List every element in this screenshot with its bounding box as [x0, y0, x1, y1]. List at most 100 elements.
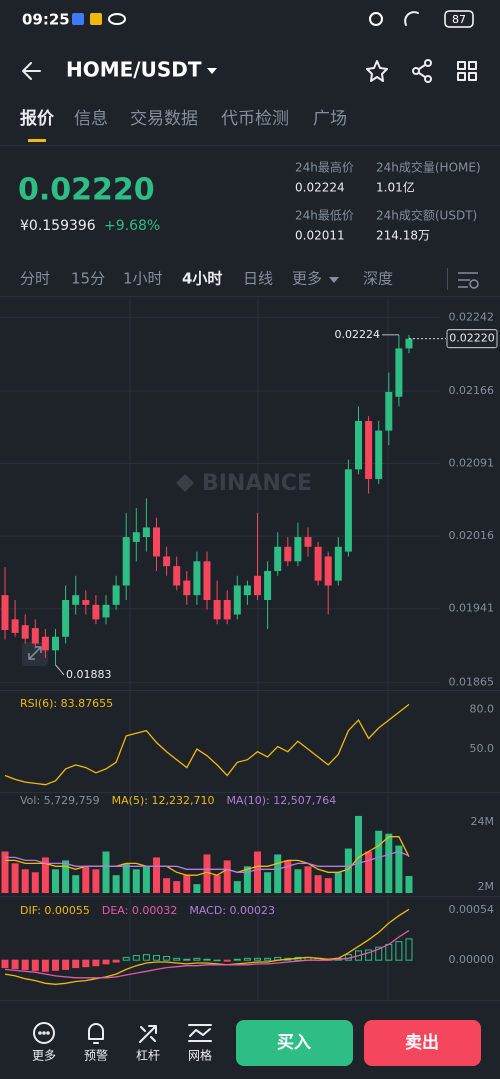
sell-label[interactable]: 卖出	[405, 1032, 439, 1053]
tab[interactable]: 信息	[74, 109, 108, 129]
interval[interactable]: 分时	[20, 270, 50, 288]
candle-body	[314, 546, 322, 581]
low-pointer	[55, 664, 65, 676]
volume-bar	[334, 872, 342, 893]
volume-bar	[314, 875, 322, 893]
cny-price: ¥0.159396	[20, 218, 96, 234]
nav-icon[interactable]	[188, 1024, 212, 1042]
stat-value: 214.18万	[376, 229, 430, 243]
candle-body	[163, 556, 171, 567]
y-tick-label: 0.02166	[449, 384, 495, 397]
watermark-logo	[176, 474, 194, 492]
candle-body	[31, 628, 39, 644]
indicator-title: RSI(6): 83.87655	[20, 697, 113, 710]
macd-bar	[41, 959, 49, 972]
macd-bar	[405, 938, 413, 961]
ma-line	[5, 850, 410, 873]
low-label: 0.01883	[66, 668, 112, 681]
volume-bar	[395, 845, 403, 893]
status-time: 09:25	[22, 11, 70, 29]
volume-bar	[355, 815, 362, 893]
macd-bar	[62, 959, 70, 970]
nav-label[interactable]: 杠杆	[136, 1048, 160, 1063]
nav-icon[interactable]	[139, 1025, 157, 1043]
candle-body	[41, 636, 49, 651]
buy-label[interactable]: 买入	[277, 1033, 311, 1053]
status-icon	[108, 13, 126, 25]
volume-bar	[82, 866, 90, 893]
interval[interactable]: 深度	[363, 270, 393, 288]
nav-icon[interactable]	[88, 1023, 104, 1044]
volume-bar	[163, 878, 171, 893]
layout-button[interactable]	[457, 61, 477, 81]
candle-body	[284, 546, 292, 562]
macd-bar	[31, 959, 39, 971]
sell-button[interactable]	[364, 1020, 481, 1066]
volume-bar	[72, 875, 80, 893]
macd-bar	[233, 958, 241, 961]
tab[interactable]: 报价	[20, 108, 55, 129]
pair-title[interactable]: HOME/USDT	[66, 58, 202, 82]
back-button[interactable]	[22, 62, 41, 80]
y-tick-label: 0.02242	[449, 310, 495, 323]
y-tick-label: 24M	[471, 815, 495, 828]
battery	[444, 10, 474, 28]
legend-entry: DEA: 0.00032	[102, 904, 177, 917]
volume-bar	[31, 872, 39, 893]
volume-bar	[52, 869, 59, 893]
tab[interactable]: 广场	[313, 109, 347, 129]
tab[interactable]: 代币检测	[221, 109, 289, 129]
y-tick-label: 0.00054	[449, 903, 495, 916]
pair-dropdown[interactable]	[207, 68, 217, 74]
volume-bar	[41, 857, 49, 893]
volume-bar	[243, 866, 251, 893]
candle-body	[334, 546, 342, 581]
volume-bar	[264, 872, 272, 893]
macd-bar	[193, 957, 201, 961]
volume-bar	[405, 876, 413, 893]
volume-bar	[344, 848, 352, 893]
legend-entry: Vol: 5,729,759	[20, 794, 100, 807]
candle-body	[385, 391, 393, 431]
interval[interactable]: 更多	[292, 270, 322, 288]
macd-bar	[122, 956, 130, 961]
volume-bar	[132, 869, 140, 893]
candle-body	[92, 604, 100, 620]
macd-bar	[223, 959, 231, 962]
macd-bar	[163, 955, 171, 961]
candle-body	[213, 600, 221, 620]
nav-label[interactable]: 更多	[32, 1049, 56, 1063]
favorite-button[interactable]	[366, 60, 388, 82]
macd-bar	[375, 946, 383, 961]
interval[interactable]: 15分	[71, 270, 105, 288]
interval[interactable]: 1小时	[123, 270, 163, 288]
macd-bar	[395, 941, 403, 961]
chart-settings[interactable]	[458, 272, 479, 289]
watermark: BINANCE	[202, 471, 312, 496]
volume-bar	[153, 857, 160, 893]
interval[interactable]: 日线	[243, 270, 273, 288]
buy-button[interactable]	[236, 1020, 353, 1066]
candle-body	[304, 537, 312, 547]
volume-bar	[142, 866, 150, 893]
tab-indicator	[28, 139, 46, 142]
candle-body	[132, 532, 140, 542]
tab[interactable]: 交易数据	[130, 109, 198, 129]
macd-bar	[203, 958, 211, 961]
interval[interactable]: 4小时	[182, 270, 222, 288]
status-icon	[90, 13, 102, 25]
divider	[447, 268, 448, 290]
candle-body	[153, 527, 160, 557]
volume-bar	[102, 851, 110, 893]
volume-bar	[365, 851, 373, 893]
more-dropdown[interactable]	[329, 277, 339, 283]
share-button[interactable]	[412, 59, 432, 83]
legend-entry: MA(5): 12,232,710	[112, 794, 215, 807]
candle-body	[62, 600, 70, 637]
stat-value: 1.01亿	[376, 180, 415, 195]
candle-body	[82, 600, 90, 605]
nav-label[interactable]: 网格	[188, 1048, 212, 1063]
nav-icon[interactable]	[33, 1022, 55, 1044]
candle-body	[102, 604, 110, 618]
nav-label[interactable]: 预警	[84, 1048, 108, 1063]
